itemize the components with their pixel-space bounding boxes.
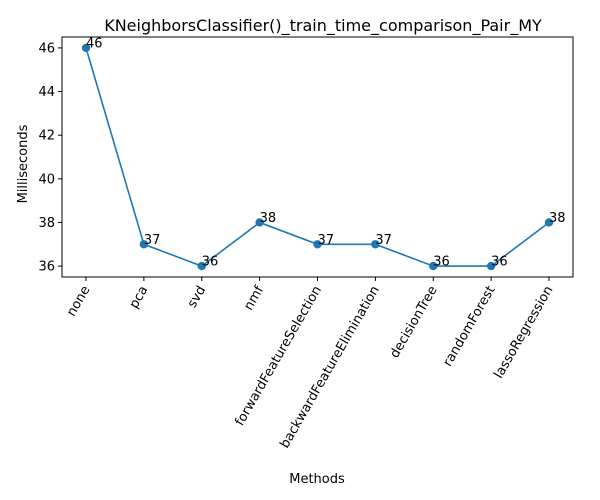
data-label: 38 — [549, 211, 566, 226]
data-point — [486, 261, 496, 271]
data-point — [255, 218, 264, 227]
data-label: 38 — [260, 211, 277, 226]
y-axis-label: Milliseconds — [16, 124, 31, 203]
y-tick-label: 36 — [38, 260, 55, 275]
data-label: 37 — [144, 233, 161, 248]
y-tick-label: 46 — [38, 41, 55, 56]
data-label: 36 — [202, 255, 219, 270]
data-label: 37 — [318, 233, 335, 248]
y-tick-label: 44 — [38, 85, 55, 100]
data-point — [81, 43, 91, 53]
y-tick-label: 38 — [38, 216, 55, 231]
data-point — [139, 240, 149, 249]
data-label: 37 — [375, 233, 392, 248]
y-tick-label: 40 — [38, 172, 55, 187]
data-label: 36 — [491, 255, 508, 270]
data-label: 46 — [86, 36, 103, 51]
data-point — [371, 240, 380, 249]
axes-frame — [61, 36, 574, 278]
chart-title: KNeighborsClassifier()_train_time_compar… — [104, 16, 542, 36]
x-axis-label: Methods — [289, 472, 345, 487]
data-point — [429, 261, 438, 271]
data-point — [197, 261, 206, 271]
data-point — [313, 240, 322, 249]
data-label: 36 — [433, 255, 450, 270]
data-point — [544, 218, 554, 227]
y-tick-label: 42 — [38, 129, 55, 144]
